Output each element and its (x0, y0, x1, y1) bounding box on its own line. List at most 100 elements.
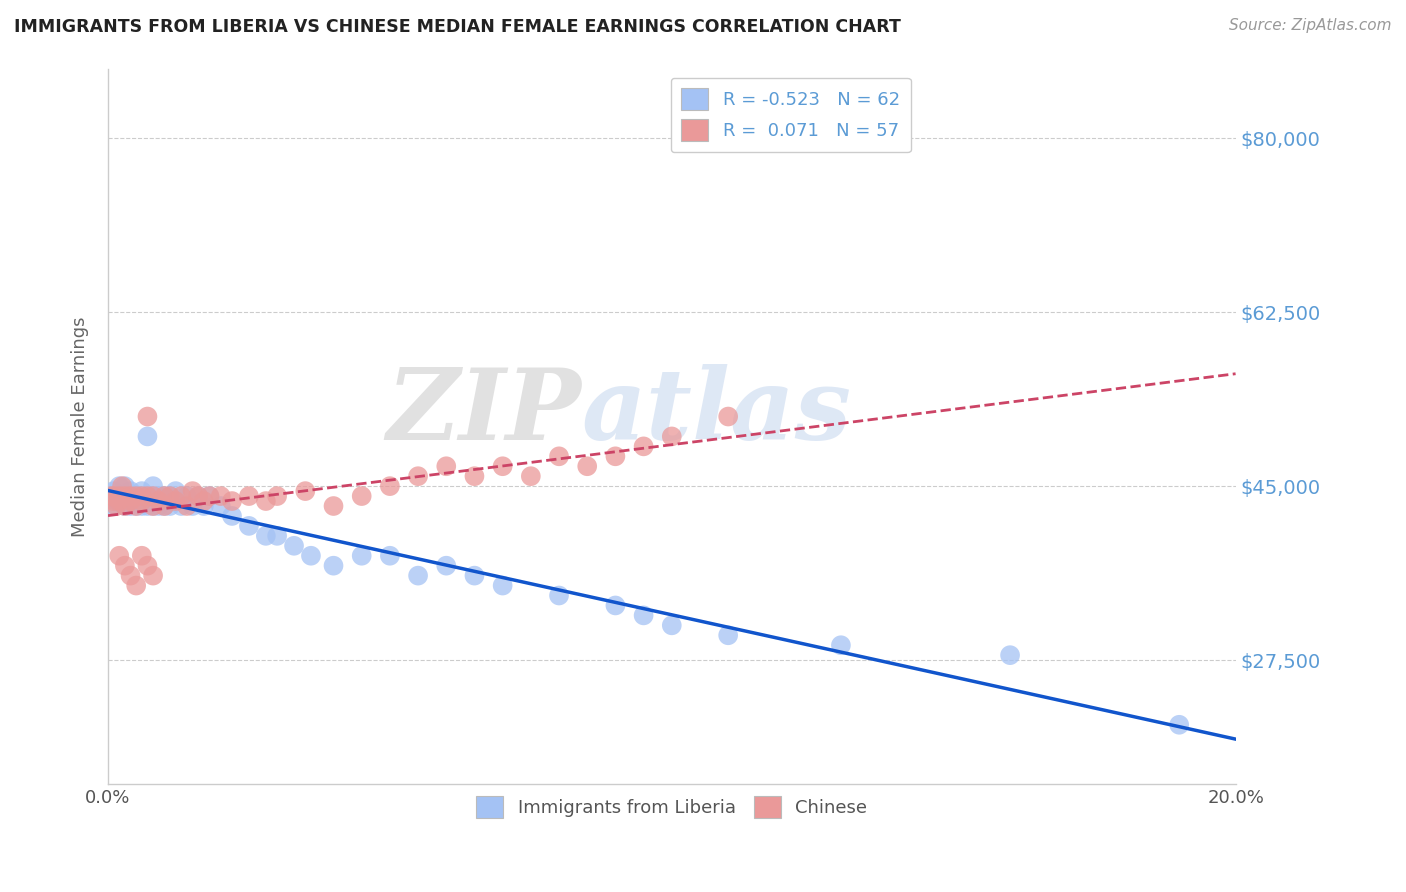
Point (131, 494, 153, 508)
Point (142, 499, 165, 513)
Point (165, 484, 187, 499)
Point (136, 489, 159, 503)
Point (176, 489, 198, 503)
Point (661, 618, 683, 632)
Point (193, 499, 215, 513)
Point (1168, 718, 1191, 732)
Point (108, 494, 131, 508)
Point (221, 494, 243, 508)
Point (238, 489, 260, 503)
Point (221, 508, 243, 523)
Point (159, 489, 181, 503)
Point (125, 489, 148, 503)
Point (548, 589, 571, 603)
Point (131, 489, 153, 503)
Point (125, 578, 148, 592)
Point (830, 638, 852, 652)
Point (181, 484, 204, 499)
Point (131, 484, 153, 499)
Point (136, 558, 159, 573)
Point (108, 489, 131, 503)
Point (142, 489, 165, 503)
Point (125, 489, 148, 503)
Point (159, 499, 181, 513)
Point (520, 469, 543, 483)
Point (131, 549, 153, 563)
Text: Source: ZipAtlas.com: Source: ZipAtlas.com (1229, 18, 1392, 33)
Point (378, 479, 401, 493)
Point (100, 489, 122, 503)
Point (148, 489, 170, 503)
Point (378, 549, 401, 563)
Text: IMMIGRANTS FROM LIBERIA VS CHINESE MEDIAN FEMALE EARNINGS CORRELATION CHART: IMMIGRANTS FROM LIBERIA VS CHINESE MEDIA… (14, 18, 901, 36)
Point (492, 459, 515, 474)
Point (120, 494, 142, 508)
Point (114, 499, 136, 513)
Point (165, 494, 187, 508)
Point (153, 489, 176, 503)
Point (170, 499, 193, 513)
Point (299, 549, 322, 563)
Point (142, 489, 165, 503)
Point (605, 450, 627, 464)
Point (176, 499, 198, 513)
Point (111, 489, 134, 503)
Point (283, 539, 305, 553)
Point (105, 494, 128, 508)
Text: ZIP: ZIP (387, 364, 582, 460)
Point (463, 469, 485, 483)
Point (254, 494, 277, 508)
Point (406, 568, 429, 582)
Point (136, 489, 159, 503)
Point (125, 489, 148, 503)
Point (605, 599, 627, 613)
Point (114, 499, 136, 513)
Point (576, 459, 599, 474)
Point (136, 409, 159, 424)
Point (136, 429, 159, 443)
Point (103, 489, 125, 503)
Point (153, 489, 176, 503)
Point (198, 489, 221, 503)
Point (717, 628, 740, 642)
Point (350, 489, 373, 503)
Point (120, 499, 142, 513)
Point (463, 568, 485, 582)
Point (103, 494, 125, 508)
Y-axis label: Median Female Earnings: Median Female Earnings (72, 317, 89, 537)
Point (633, 608, 655, 623)
Point (114, 479, 136, 493)
Point (322, 499, 344, 513)
Point (108, 479, 131, 493)
Point (142, 479, 165, 493)
Point (131, 499, 153, 513)
Point (266, 529, 288, 543)
Point (148, 499, 170, 513)
Point (111, 479, 134, 493)
Point (434, 459, 457, 474)
Point (103, 484, 125, 499)
Point (633, 439, 655, 453)
Point (142, 568, 165, 582)
Point (120, 484, 142, 499)
Point (661, 429, 683, 443)
Point (187, 489, 209, 503)
Point (125, 499, 148, 513)
Point (187, 489, 209, 503)
Point (114, 489, 136, 503)
Point (125, 494, 148, 508)
Point (350, 549, 373, 563)
Point (717, 409, 740, 424)
Point (198, 489, 221, 503)
Point (434, 558, 457, 573)
Point (108, 549, 131, 563)
Point (103, 499, 125, 513)
Point (153, 499, 176, 513)
Point (170, 489, 193, 503)
Point (209, 499, 232, 513)
Point (114, 558, 136, 573)
Point (254, 529, 277, 543)
Point (131, 489, 153, 503)
Point (114, 489, 136, 503)
Point (548, 450, 571, 464)
